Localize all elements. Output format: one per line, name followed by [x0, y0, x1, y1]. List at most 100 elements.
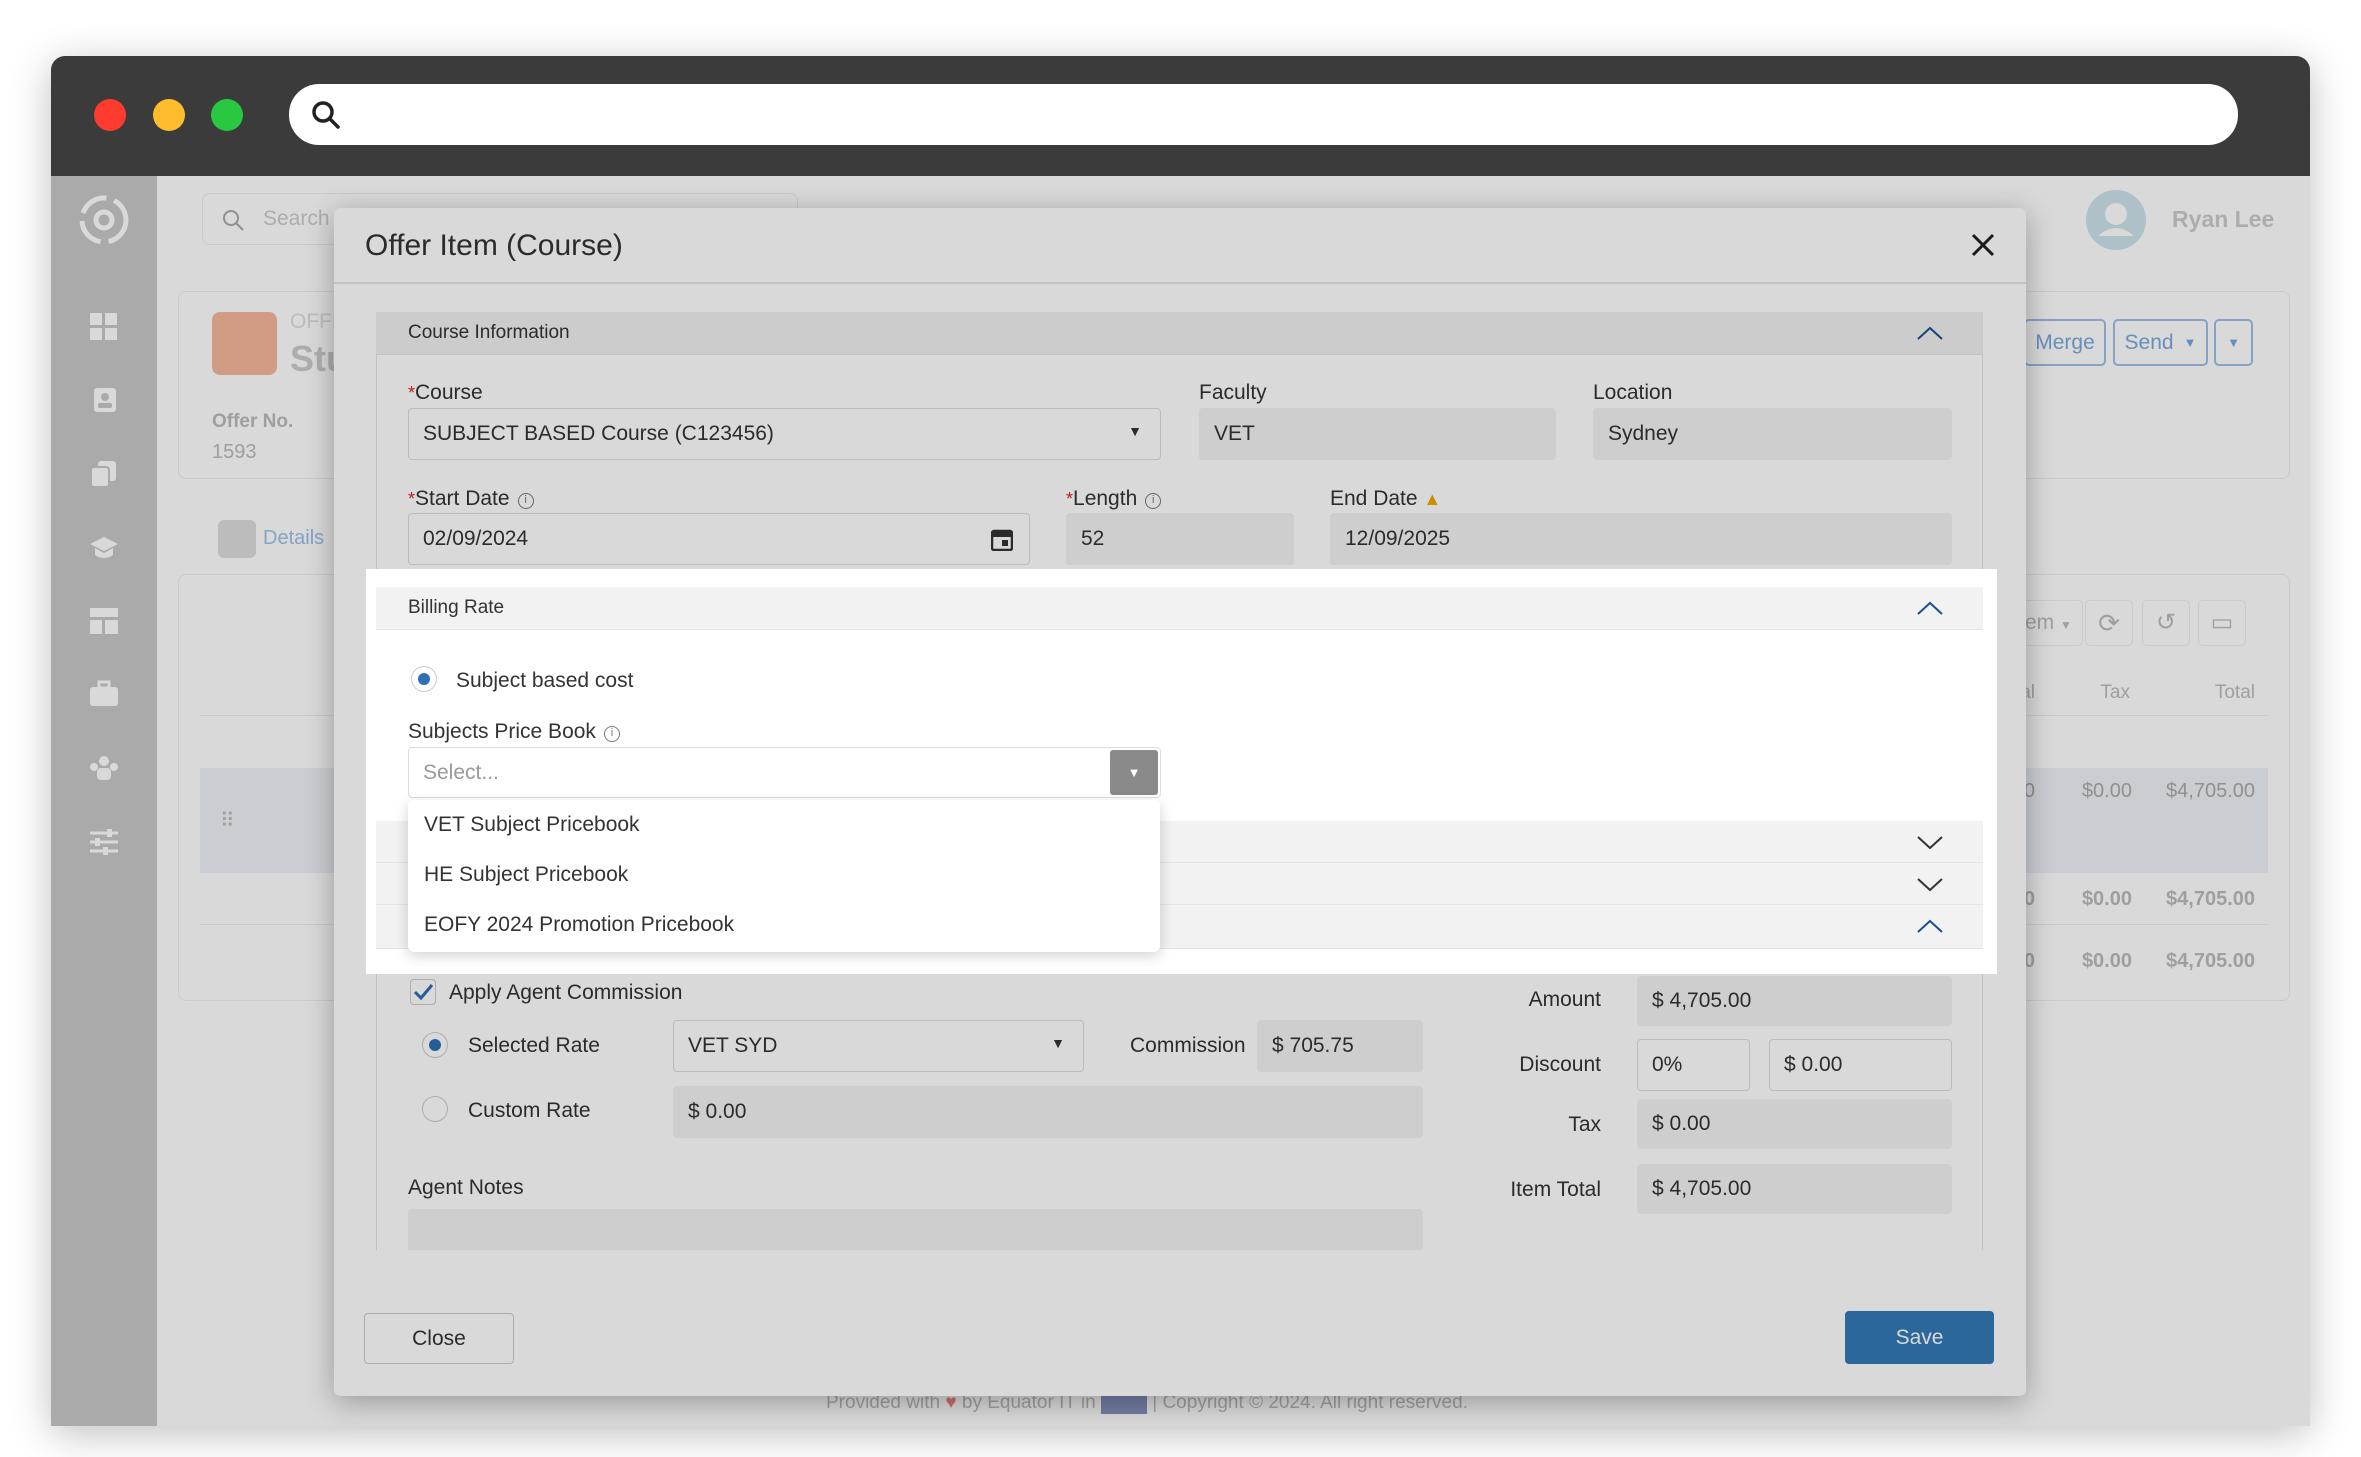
tax-value: $ 0.00 [1652, 1112, 1711, 1135]
chevron-up-icon[interactable] [1917, 595, 1943, 621]
chevron-up-icon[interactable] [1917, 320, 1943, 346]
info-icon[interactable]: i [1145, 493, 1162, 509]
cell-tax: $0.00 [2081, 888, 2132, 910]
subjects-price-book-label: Subjects Price Book [408, 720, 596, 743]
drag-handle-icon[interactable]: ⠿ [220, 810, 235, 832]
more-actions-button[interactable]: ▼ [2214, 319, 2253, 366]
app-footer: Provided with ♥ by Equator IT in | Copyr… [826, 1388, 1468, 1414]
chevron-up-icon[interactable] [1917, 913, 1943, 939]
close-icon[interactable] [1970, 232, 1996, 258]
avatar[interactable] [2086, 190, 2146, 250]
start-date-input[interactable]: 02/09/2024 [408, 513, 1030, 565]
layout-icon[interactable] [84, 601, 124, 641]
faculty-label: Faculty [1199, 381, 1267, 404]
dropdown-option[interactable]: VET Subject Pricebook [424, 813, 640, 836]
agent-rate-select[interactable]: VET SYD ▼ [673, 1020, 1084, 1072]
column-header-tax: Tax [2100, 682, 2130, 703]
course-information-header[interactable]: Course Information [376, 312, 1983, 355]
agent-notes-label: Agent Notes [408, 1176, 524, 1199]
billing-rate-header[interactable]: Billing Rate [376, 587, 1983, 630]
discount-percent-input[interactable]: 0% [1637, 1039, 1750, 1091]
address-bar[interactable] [289, 84, 2238, 145]
selected-rate-radio[interactable] [422, 1032, 448, 1058]
offer-no-value: 1593 [212, 441, 257, 463]
maximize-window-button[interactable] [211, 99, 243, 131]
calendar-icon[interactable] [991, 527, 1013, 551]
dropdown-option[interactable]: EOFY 2024 Promotion Pricebook [424, 913, 735, 936]
offer-type-label: OFFE [290, 310, 346, 333]
chevron-down-icon[interactable] [1917, 829, 1943, 855]
agent-notes-textarea[interactable] [408, 1209, 1423, 1250]
chevron-down-icon[interactable] [1917, 871, 1943, 897]
caret-down-icon: ▼ [2183, 335, 2197, 350]
subject-based-cost-radio[interactable] [411, 666, 437, 692]
refresh-icon: ⟳ [2098, 608, 2120, 638]
minimize-window-button[interactable] [153, 99, 185, 131]
info-icon[interactable]: i [603, 726, 620, 742]
save-button-label: Save [1895, 1326, 1944, 1349]
section-title: Course Information [408, 322, 570, 343]
modal-title: Offer Item (Course) [365, 229, 623, 262]
faculty-field: VET [1199, 408, 1556, 460]
commission-field: $ 705.75 [1257, 1020, 1423, 1072]
send-button[interactable]: Send ▼ [2113, 319, 2208, 366]
item-total-field: $ 4,705.00 [1637, 1164, 1952, 1214]
price-book-dropdown-menu: VET Subject Pricebook HE Subject Pricebo… [408, 800, 1160, 952]
tax-field: $ 0.00 [1637, 1099, 1952, 1149]
contacts-icon[interactable] [84, 381, 124, 421]
refresh-button[interactable]: ⟳ [2085, 600, 2133, 646]
heart-icon: ♥ [945, 1392, 957, 1413]
save-button[interactable]: Save [1845, 1311, 1994, 1364]
course-select[interactable]: SUBJECT BASED Course (C123456) ▼ [408, 408, 1161, 460]
caret-down-icon: ▼ [1128, 423, 1142, 439]
length-label: Length [1073, 487, 1138, 510]
item-total-label: Item Total [1510, 1178, 1601, 1201]
user-name[interactable]: Ryan Lee [2172, 206, 2275, 232]
columns-button[interactable]: ▭ [2198, 600, 2246, 646]
app-logo-icon[interactable] [76, 192, 132, 248]
columns-icon: ▭ [2210, 609, 2234, 636]
section-title: Billing Rate [408, 597, 505, 618]
agents-icon[interactable] [84, 748, 124, 788]
info-icon[interactable]: i [517, 493, 534, 509]
briefcase-icon[interactable] [84, 674, 124, 714]
subjects-price-book-select[interactable]: Select... ▼ [408, 747, 1161, 798]
offers-icon[interactable] [84, 454, 124, 494]
reset-button[interactable]: ↺ [2142, 600, 2190, 646]
search-placeholder: Search [263, 207, 330, 230]
dropdown-option[interactable]: HE Subject Pricebook [424, 863, 629, 886]
location-label: Location [1593, 381, 1673, 404]
course-value: SUBJECT BASED Course (C123456) [423, 422, 774, 445]
dashboard-icon[interactable] [84, 307, 124, 347]
custom-rate-value: $ 0.00 [688, 1100, 747, 1123]
commission-label: Commission [1130, 1034, 1246, 1057]
warning-icon: ▲ [1423, 489, 1442, 509]
close-window-button[interactable] [94, 99, 126, 131]
caret-down-icon: ▼ [1127, 765, 1141, 780]
amount-field: $ 4,705.00 [1637, 976, 1952, 1026]
merge-button[interactable]: Merge [2024, 319, 2106, 366]
custom-rate-input[interactable]: $ 0.00 [673, 1086, 1423, 1138]
column-header-total: Total [2214, 682, 2255, 703]
tab-details[interactable]: Details [263, 527, 325, 549]
caret-down-icon: ▼ [2227, 335, 2240, 350]
apply-agent-commission-checkbox[interactable] [410, 979, 436, 1005]
dropdown-toggle-button[interactable]: ▼ [1110, 750, 1158, 795]
discount-amount-input[interactable]: $ 0.00 [1769, 1039, 1952, 1091]
custom-rate-radio[interactable] [422, 1096, 448, 1122]
courses-icon[interactable] [84, 528, 124, 568]
location-field: Sydney [1593, 408, 1952, 460]
cell-tax: $0.00 [2081, 950, 2132, 972]
required-marker: * [408, 383, 416, 403]
location-value: Sydney [1608, 422, 1679, 445]
amount-label: Amount [1528, 988, 1601, 1011]
item-type-label: em [2025, 611, 2055, 634]
end-date-label: End Date [1330, 487, 1418, 510]
end-date-field: 12/09/2025 [1330, 513, 1952, 565]
length-input[interactable]: 52 [1066, 513, 1294, 565]
settings-sliders-icon[interactable] [84, 822, 124, 862]
faculty-value: VET [1214, 422, 1255, 445]
checkmark-icon [413, 984, 434, 1001]
close-button[interactable]: Close [364, 1313, 514, 1364]
subject-based-cost-label: Subject based cost [456, 669, 634, 692]
